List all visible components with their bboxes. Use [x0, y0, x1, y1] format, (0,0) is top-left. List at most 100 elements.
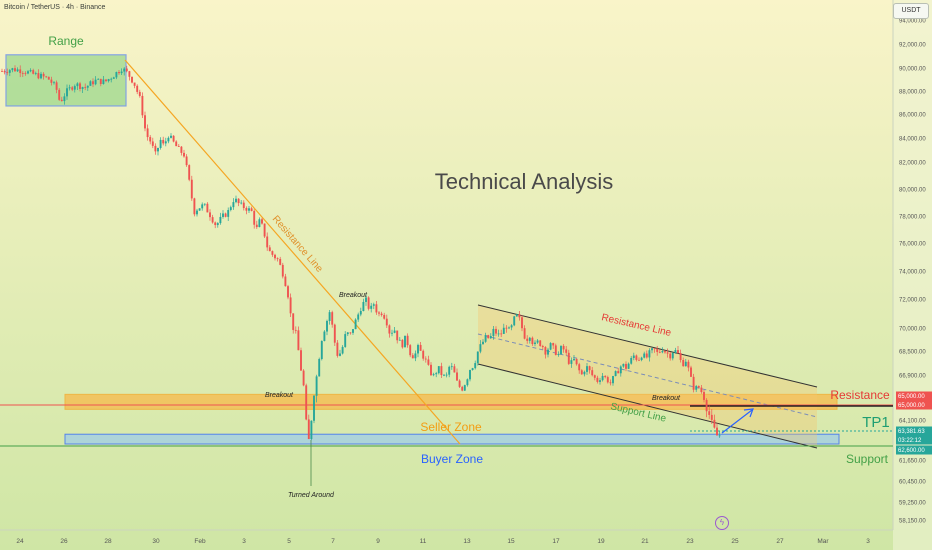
candle-body: [482, 341, 484, 345]
candle-body: [263, 223, 266, 237]
candle-body: [344, 334, 347, 347]
candle: [196, 208, 198, 217]
candle-body: [565, 349, 568, 353]
candle-body: [554, 345, 557, 355]
projection-arrowhead: [743, 408, 754, 418]
candle-body: [224, 213, 227, 217]
candle: [388, 324, 391, 338]
candle: [24, 71, 27, 76]
candle-body: [687, 361, 690, 368]
candle: [300, 347, 302, 371]
projection-arrow[interactable]: [721, 409, 753, 434]
y-tick-label: 78,000.00: [899, 215, 926, 221]
candle-body: [417, 344, 419, 354]
candle-body: [575, 358, 578, 365]
candle: [336, 340, 339, 358]
candle-body: [357, 314, 360, 320]
candle: [279, 256, 282, 266]
candle: [276, 257, 279, 262]
bolt-icon[interactable]: ϟ: [715, 516, 729, 530]
candle-body: [118, 72, 120, 74]
candle-body: [638, 359, 640, 361]
candle-body: [448, 366, 451, 375]
candle-body: [3, 71, 6, 73]
candle: [89, 80, 92, 86]
y-tick-label: 60,450.00: [899, 480, 926, 486]
candle: [419, 341, 422, 351]
price-badge[interactable]: 65,000.00: [896, 400, 932, 410]
candle: [86, 85, 89, 91]
y-tick-label: 68,500.00: [899, 350, 926, 356]
candle: [476, 351, 479, 366]
x-tick-label: 17: [552, 538, 560, 545]
candle: [515, 313, 518, 317]
candle: [3, 69, 6, 75]
range-label: Range: [48, 34, 84, 48]
candle: [144, 111, 146, 132]
channel-mid-line: [477, 333, 818, 418]
candle: [601, 372, 604, 382]
candle-body: [32, 70, 35, 74]
candle-body: [11, 68, 14, 71]
candle: [528, 336, 531, 344]
candle: [263, 223, 266, 238]
candle-body: [237, 198, 240, 204]
price-badge[interactable]: 03:22:12: [896, 435, 932, 445]
candle-body: [34, 73, 37, 74]
candle: [700, 384, 703, 394]
candle-body: [677, 350, 679, 354]
candle-body: [245, 208, 248, 211]
candle-body: [427, 359, 430, 365]
price-badge[interactable]: 62,600.00: [896, 445, 932, 455]
candle-body: [58, 89, 61, 100]
candle-body: [635, 355, 638, 360]
candle-body: [609, 382, 612, 384]
candle: [162, 136, 165, 146]
candle-body: [450, 366, 453, 368]
candle: [671, 352, 674, 361]
candle: [157, 147, 159, 156]
candle-body: [76, 83, 79, 87]
candle: [713, 414, 716, 429]
candle-body: [523, 328, 526, 339]
candle-body: [617, 371, 620, 374]
price-axis-panel[interactable]: [893, 0, 932, 550]
candle: [362, 298, 365, 312]
candle-body: [463, 385, 466, 391]
candle-body: [630, 357, 633, 364]
candle: [354, 318, 357, 330]
candle: [391, 329, 393, 337]
candle-body: [53, 82, 55, 84]
candle-body: [658, 351, 661, 353]
candle-body: [268, 247, 271, 252]
candle-body: [547, 349, 549, 355]
candle: [570, 357, 573, 368]
candle-body: [443, 374, 445, 376]
candle-body: [42, 73, 45, 77]
resistance-trendline[interactable]: [124, 59, 461, 445]
candle: [68, 84, 71, 91]
candle-body: [276, 258, 279, 260]
candle-body: [281, 264, 284, 277]
price-badge[interactable]: 63,381.63: [896, 426, 932, 436]
symbol-title[interactable]: Bitcoin / TetherUS · 4h · Binance: [4, 4, 106, 11]
candle-body: [708, 411, 711, 415]
candle: [450, 362, 453, 370]
candle-body: [255, 224, 258, 228]
candle-body: [274, 254, 276, 259]
price-badge[interactable]: 65,000.00: [896, 391, 932, 401]
price-badge-bg: [896, 435, 932, 445]
channel-bottom-line[interactable]: [477, 363, 818, 449]
candle: [635, 354, 638, 362]
candle-body: [474, 363, 477, 369]
currency-button[interactable]: USDT: [893, 3, 929, 19]
candle-body: [313, 395, 315, 421]
candle: [320, 340, 323, 361]
candle-body: [487, 335, 490, 339]
candle: [339, 349, 341, 357]
candle: [508, 326, 510, 329]
candle-body: [214, 222, 217, 226]
candle: [375, 300, 378, 315]
channel-top-line[interactable]: [477, 304, 818, 388]
